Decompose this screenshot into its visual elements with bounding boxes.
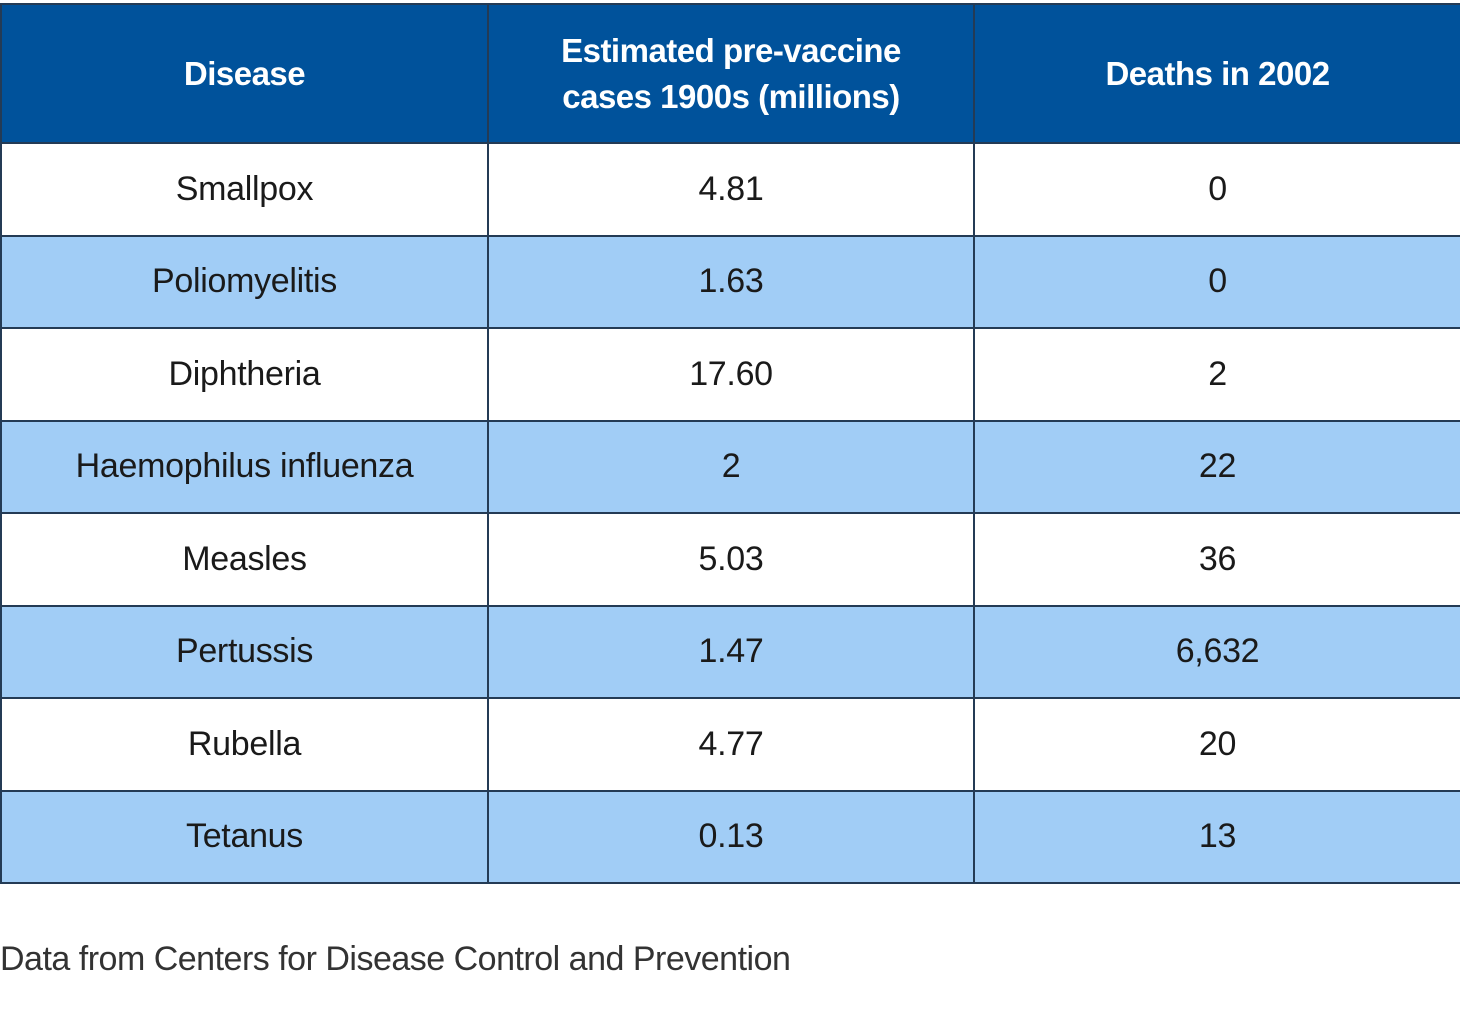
table-cell: 0 xyxy=(973,234,1460,329)
header-cell: Disease xyxy=(0,3,489,144)
data-table: Disease Estimated pre-vaccine cases 1900… xyxy=(0,3,1460,884)
table-cell: 0.13 xyxy=(487,789,975,884)
table-cell: Smallpox xyxy=(0,142,489,237)
table-cell: Pertussis xyxy=(0,604,489,699)
table-cell: Diphtheria xyxy=(0,327,489,422)
table-cell: 5.03 xyxy=(487,512,975,607)
table-row: Measles 5.03 36 xyxy=(0,512,1460,607)
table-row: Rubella 4.77 20 xyxy=(0,697,1460,792)
table-cell: 4.77 xyxy=(487,697,975,792)
table-cell: 17.60 xyxy=(487,327,975,422)
table-cell: 6,632 xyxy=(973,604,1460,699)
table-cell: Poliomyelitis xyxy=(0,234,489,329)
table-cell: Haemophilus influenza xyxy=(0,419,489,514)
table-row: Haemophilus influenza 2 22 xyxy=(0,419,1460,514)
table-cell: 22 xyxy=(973,419,1460,514)
table-cell: 36 xyxy=(973,512,1460,607)
table-row: Pertussis 1.47 6,632 xyxy=(0,604,1460,699)
footnote: Data from Centers for Disease Control an… xyxy=(0,940,791,978)
table-row: Poliomyelitis 1.63 0 xyxy=(0,234,1460,329)
table-head: Disease Estimated pre-vaccine cases 1900… xyxy=(0,3,1460,144)
table-cell: 0 xyxy=(973,142,1460,237)
table-wrap: Disease Estimated pre-vaccine cases 1900… xyxy=(0,3,1460,884)
table-cell: 2 xyxy=(487,419,975,514)
table-cell: 2 xyxy=(973,327,1460,422)
table-row: Tetanus 0.13 13 xyxy=(0,789,1460,884)
header-cell: Estimated pre-vaccine cases 1900s (milli… xyxy=(487,3,975,144)
table-cell: Measles xyxy=(0,512,489,607)
table-cell: 1.47 xyxy=(487,604,975,699)
table-cell: 20 xyxy=(973,697,1460,792)
table-cell: 1.63 xyxy=(487,234,975,329)
table-body: Smallpox 4.81 0 Poliomyelitis 1.63 0 Diphtheri… xyxy=(0,142,1460,884)
table-row: Diphtheria 17.60 2 xyxy=(0,327,1460,422)
table-row: Smallpox 4.81 0 xyxy=(0,142,1460,237)
table-cell: 4.81 xyxy=(487,142,975,237)
table-cell: Tetanus xyxy=(0,789,489,884)
table-cell: Rubella xyxy=(0,697,489,792)
header-cell: Deaths in 2002 xyxy=(973,3,1460,144)
table-cell: 13 xyxy=(973,789,1460,884)
header-row: Disease Estimated pre-vaccine cases 1900… xyxy=(0,3,1460,144)
